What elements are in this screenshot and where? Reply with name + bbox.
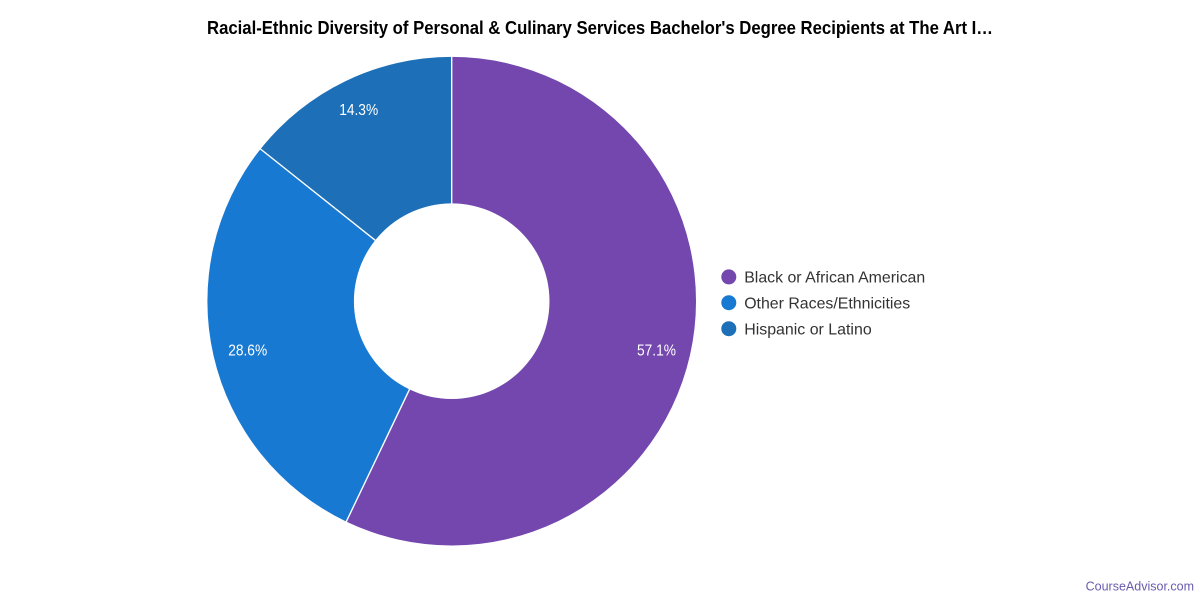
svg-text:Hispanic or Latino: Hispanic or Latino xyxy=(744,322,872,339)
svg-text:28.6%: 28.6% xyxy=(228,342,267,359)
svg-text:CourseAdvisor.com: CourseAdvisor.com xyxy=(1086,580,1194,594)
svg-text:Other Races/Ethnicities: Other Races/Ethnicities xyxy=(744,296,910,313)
svg-text:Black or African American: Black or African American xyxy=(744,270,925,287)
svg-text:14.3%: 14.3% xyxy=(339,102,378,119)
svg-text:57.1%: 57.1% xyxy=(637,342,676,359)
svg-text:Racial-Ethnic Diversity of Per: Racial-Ethnic Diversity of Personal & Cu… xyxy=(207,18,993,38)
